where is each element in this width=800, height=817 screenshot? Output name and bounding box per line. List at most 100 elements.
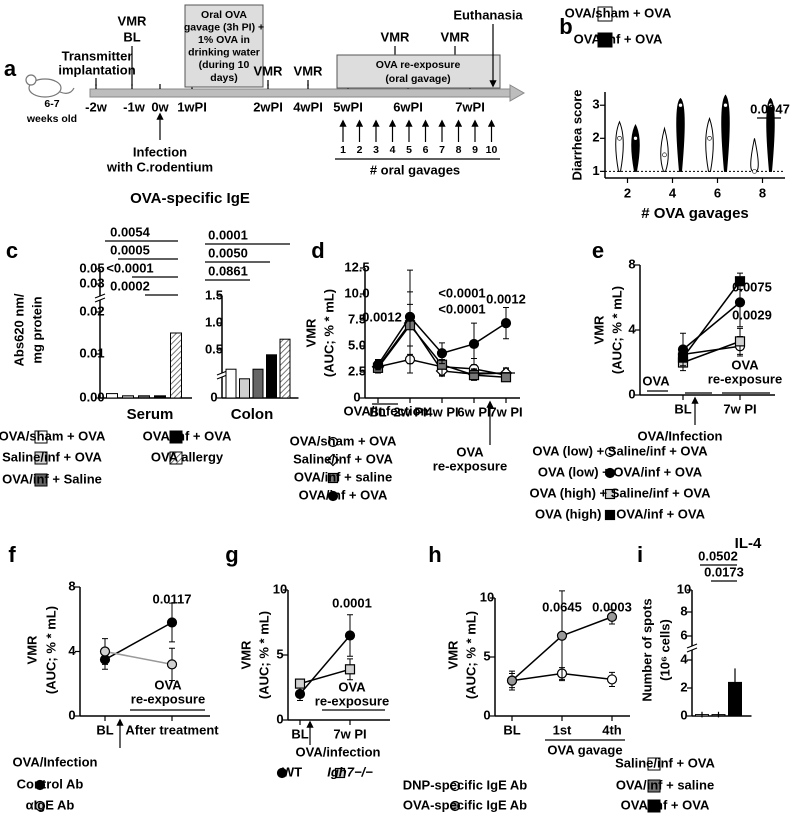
legend-swatch	[169, 451, 183, 465]
point	[99, 646, 111, 657]
p-value: 0.0861	[208, 263, 248, 278]
legend-swatch	[169, 430, 183, 444]
legend-swatch	[647, 779, 661, 793]
legend-marker	[604, 509, 616, 521]
y-axis-label: (10⁶ cells)	[657, 619, 672, 681]
timeline-tick-label: 2wPI	[253, 99, 283, 114]
series-line	[682, 301, 741, 351]
bar	[170, 332, 182, 399]
median	[768, 102, 773, 108]
legend-label: OVA allergy	[151, 449, 224, 464]
x-tick-label: 4	[669, 185, 677, 200]
point	[344, 630, 356, 641]
legend-label: OVA/sham + OVA	[290, 433, 397, 448]
legend-label: OVA/sham + OVA	[0, 428, 106, 443]
gavage-number: 5	[406, 144, 412, 156]
median	[617, 136, 622, 141]
x-tick-label: 2	[624, 185, 631, 200]
y-axis-label: Diarrhea score	[569, 89, 584, 180]
gavage-number: 6	[423, 144, 429, 156]
bar	[106, 393, 118, 399]
bar	[122, 395, 134, 399]
legend-swatch	[647, 799, 661, 813]
y-tick-label: 0	[680, 707, 687, 722]
legend-swatch	[647, 757, 661, 771]
violin	[750, 138, 759, 172]
x-tick-label: After treatment	[125, 722, 219, 737]
p-value: 0.0173	[704, 564, 744, 579]
p-value: 0.0502	[698, 548, 738, 563]
oral-label: (during 10	[199, 59, 250, 71]
legend-marker	[334, 767, 346, 779]
y-tick-label: 2.5	[348, 363, 366, 378]
bar	[154, 395, 166, 399]
x-tick-label: 8	[759, 185, 766, 200]
timeline-tick-label: 0w	[151, 99, 169, 114]
y-axis-label: VMR	[591, 315, 606, 345]
x-tick-label: 6w PI	[457, 404, 490, 419]
note-label: re-exposure	[131, 691, 205, 706]
oral-label: 1% OVA in	[198, 34, 250, 46]
legend-label: OVA (high) + Saline/inf + OVA	[529, 485, 711, 500]
x-tick-label: BL	[369, 404, 386, 419]
y-tick-label: 8	[628, 256, 635, 271]
vmr-label: VMR	[381, 29, 411, 44]
point	[294, 678, 306, 689]
p-value: 0.0002	[110, 278, 150, 293]
series-line	[299, 635, 351, 695]
y-axis-label: (AUC; % * mL)	[256, 611, 271, 699]
note-label: re-exposure	[315, 693, 389, 708]
legend-marker	[449, 780, 461, 792]
y-tick-label: 0.02	[79, 303, 104, 318]
note-label: OVA/Infection	[344, 403, 429, 418]
gavage-number: 4	[390, 144, 396, 156]
y-tick-label: 10	[480, 589, 494, 604]
legend-swatch	[34, 473, 48, 487]
legend-marker	[34, 779, 46, 791]
bar	[239, 378, 250, 399]
axis-break-mark	[94, 297, 106, 303]
x-tick-label: 7w PI	[723, 401, 756, 416]
series-line	[299, 668, 351, 685]
infection-label: Infection	[133, 144, 187, 159]
legend-label: Control Ab	[17, 776, 84, 791]
median	[752, 169, 757, 174]
x-axis-label: # OVA gavages	[641, 205, 749, 222]
legend-label: OVA (low) + OVA/inf + OVA	[538, 464, 703, 479]
y-axis-label: mg protein	[29, 296, 44, 363]
x-tick-label: 2w PI	[393, 404, 426, 419]
legend-label: Saline/inf + OVA	[293, 451, 393, 466]
oral-label: gavage (3h PI) +	[184, 21, 264, 33]
legend-swatch	[597, 32, 613, 48]
y-axis-label: VMR	[238, 640, 253, 670]
legend-swatch	[597, 6, 613, 22]
gavage-number: 1	[340, 144, 346, 156]
legend-label: Saline/inf + OVA	[2, 449, 102, 464]
p-value: 0.0047	[750, 101, 790, 116]
legend-marker	[34, 800, 46, 812]
panel-letter: a	[4, 56, 17, 81]
y-tick-label: 0.03	[79, 275, 104, 290]
panel-letter: f	[8, 542, 16, 567]
y-tick-label: 12.5	[344, 259, 369, 274]
note-label: OVA	[154, 677, 182, 692]
timeline-tick-label: 1wPI	[177, 99, 207, 114]
p-value: 0.0012	[362, 309, 402, 324]
timeline-bar	[89, 88, 511, 98]
note-label: OVA/infection	[296, 744, 381, 759]
point	[606, 611, 618, 622]
timeline-tick-label: 5wPI	[333, 99, 363, 114]
panel-letter: c	[6, 238, 18, 263]
chart-title: IL-4	[735, 535, 762, 552]
note-label: OVA/Infection	[13, 754, 98, 769]
point	[734, 276, 746, 287]
legend-swatch	[34, 430, 48, 444]
axis-break	[95, 296, 105, 300]
p-value: 0.0001	[208, 227, 248, 242]
panel-letter: i	[637, 542, 643, 567]
y-tick-label: 0	[628, 386, 635, 401]
p-value: 0.0117	[152, 591, 191, 606]
y-tick-label: 4	[628, 321, 636, 336]
